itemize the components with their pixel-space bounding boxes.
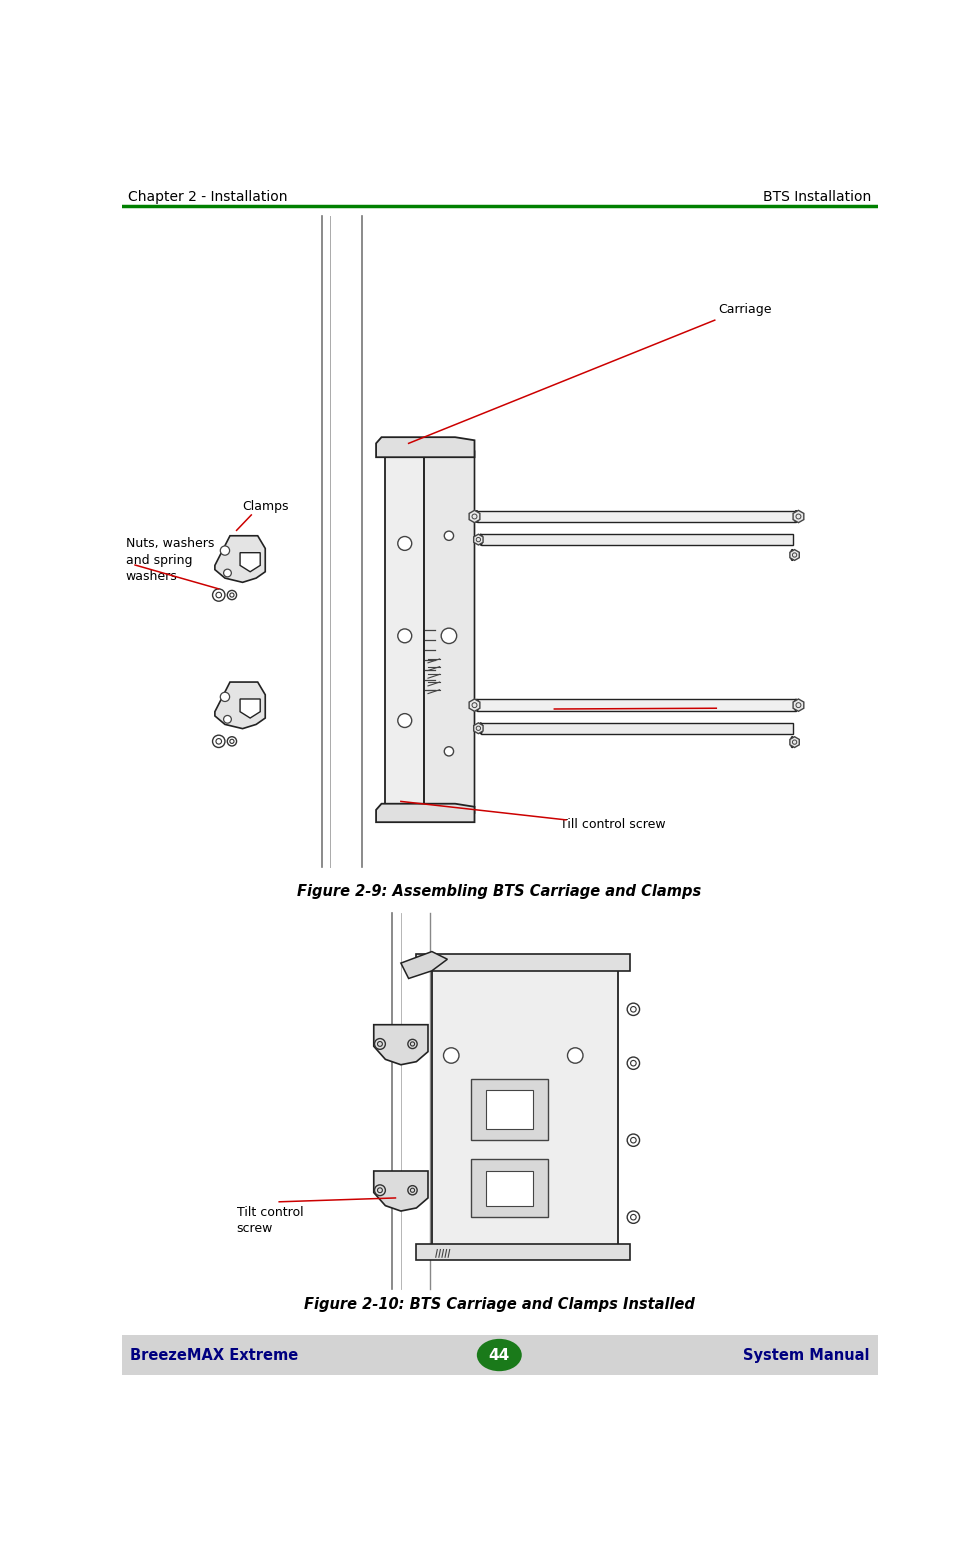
Circle shape <box>567 1048 583 1063</box>
FancyBboxPatch shape <box>471 1078 548 1140</box>
Text: Nuts, washers
and spring
washers: Nuts, washers and spring washers <box>126 538 214 584</box>
Polygon shape <box>214 681 265 729</box>
Ellipse shape <box>795 511 798 522</box>
FancyBboxPatch shape <box>487 1171 532 1205</box>
Circle shape <box>445 746 453 756</box>
Ellipse shape <box>791 737 794 748</box>
Polygon shape <box>793 510 803 522</box>
Text: Rods: Rods <box>719 701 749 715</box>
Bar <box>481 723 793 734</box>
Text: System Manual: System Manual <box>743 1347 870 1363</box>
Circle shape <box>398 629 411 643</box>
Ellipse shape <box>477 1340 522 1372</box>
Ellipse shape <box>791 550 794 561</box>
Text: Tilt control
screw: Tilt control screw <box>237 1205 303 1234</box>
Circle shape <box>445 531 453 541</box>
Polygon shape <box>240 698 260 718</box>
Polygon shape <box>401 952 448 978</box>
Text: Chapter 2 - Installation: Chapter 2 - Installation <box>128 190 288 204</box>
FancyBboxPatch shape <box>432 959 618 1251</box>
Ellipse shape <box>475 511 479 522</box>
Ellipse shape <box>475 700 479 711</box>
FancyBboxPatch shape <box>385 451 424 813</box>
Polygon shape <box>376 437 475 457</box>
FancyBboxPatch shape <box>416 1244 630 1259</box>
Ellipse shape <box>479 723 483 734</box>
Polygon shape <box>424 447 475 813</box>
Circle shape <box>223 569 231 576</box>
Polygon shape <box>469 698 480 711</box>
Polygon shape <box>469 510 480 522</box>
Polygon shape <box>790 550 799 561</box>
Bar <box>481 535 793 545</box>
Polygon shape <box>790 737 799 748</box>
Circle shape <box>220 692 229 701</box>
Polygon shape <box>474 535 483 545</box>
Circle shape <box>441 629 456 644</box>
Circle shape <box>220 545 229 555</box>
Text: Figure 2-10: BTS Carriage and Clamps Installed: Figure 2-10: BTS Carriage and Clamps Ins… <box>304 1296 695 1312</box>
Ellipse shape <box>479 535 483 545</box>
Circle shape <box>223 715 231 723</box>
Polygon shape <box>240 553 260 572</box>
Polygon shape <box>214 536 265 582</box>
Ellipse shape <box>795 700 798 711</box>
Text: 44: 44 <box>488 1347 510 1363</box>
Circle shape <box>398 536 411 550</box>
Polygon shape <box>474 723 483 734</box>
FancyBboxPatch shape <box>416 953 630 970</box>
Circle shape <box>444 1048 459 1063</box>
Polygon shape <box>373 1024 428 1065</box>
Bar <box>122 1335 878 1375</box>
Text: Figure 2-9: Assembling BTS Carriage and Clamps: Figure 2-9: Assembling BTS Carriage and … <box>297 884 701 899</box>
Polygon shape <box>793 698 803 711</box>
FancyBboxPatch shape <box>471 1159 548 1217</box>
Bar <box>477 700 797 711</box>
Polygon shape <box>376 803 475 822</box>
Polygon shape <box>373 1171 428 1211</box>
Text: BTS Installation: BTS Installation <box>763 190 872 204</box>
Text: Carriage: Carriage <box>719 303 772 317</box>
Text: BreezeMAX Extreme: BreezeMAX Extreme <box>130 1347 298 1363</box>
Text: Till control screw: Till control screw <box>560 817 665 831</box>
Circle shape <box>398 714 411 728</box>
Text: Clamps: Clamps <box>242 499 289 513</box>
Bar <box>477 511 797 522</box>
FancyBboxPatch shape <box>487 1091 532 1129</box>
